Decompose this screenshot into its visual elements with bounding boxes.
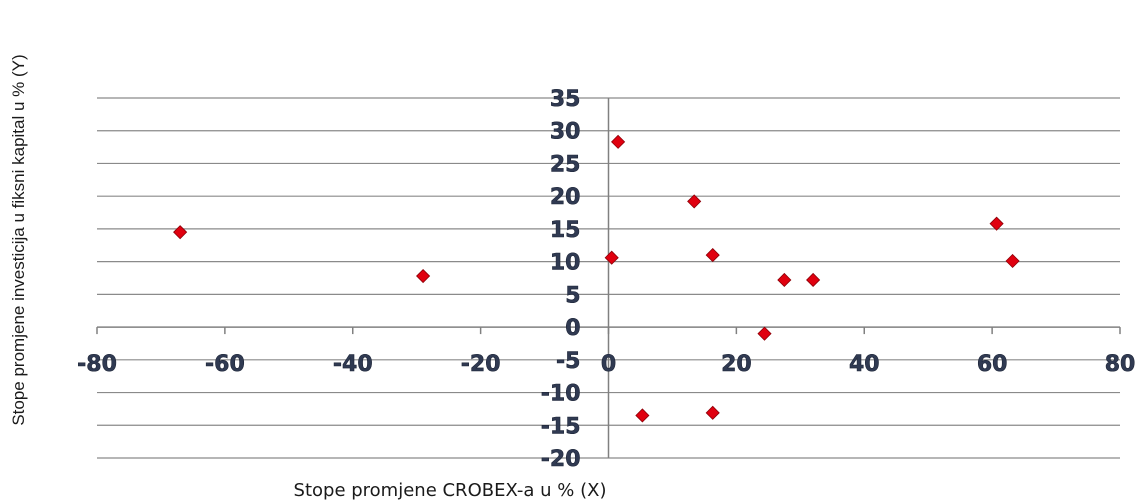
data-point [604,250,619,265]
x-tick-label: -40 [333,352,373,377]
y-tick-label: 15 [550,218,581,243]
x-tick-label: -80 [77,352,117,377]
data-point [989,216,1004,231]
y-tick-label: 0 [565,316,580,341]
data-point [806,272,821,288]
y-tick-label: 30 [550,120,581,145]
x-tick-label: 0 [601,352,616,377]
y-axis-label: Stope promjene investicija u fiksni kapi… [9,54,28,425]
y-tick-labels: -20 -15 -10 -5 0 5 10 15 20 25 30 35 [540,87,581,473]
y-tick-label: 10 [550,251,581,276]
data-point [705,248,720,263]
x-tick-label: 40 [849,352,880,377]
data-point [635,408,650,423]
x-tick-label: 80 [1105,352,1136,377]
y-tick-label: 5 [565,283,580,308]
data-point [1005,253,1020,269]
data-point [416,268,431,284]
x-tick-labels: -80 -60 -40 -20 0 20 40 60 80 [77,352,1136,378]
y-tick-label: 20 [550,185,581,210]
y-tick-label: -15 [541,414,581,439]
x-tick-label: -20 [461,352,501,377]
x-tick-label: 20 [721,352,752,377]
y-tick-label: -10 [541,382,581,407]
axes [96,98,1121,458]
data-point [777,272,792,288]
y-tick-label: 35 [550,87,581,112]
data-point [611,134,626,149]
data-point [173,225,188,240]
data-point [687,194,702,209]
y-tick-label: 25 [550,152,581,177]
y-tick-label: -5 [556,349,580,374]
data-point [757,326,772,341]
x-tick-label: 60 [977,352,1008,377]
y-tick-label: -20 [541,447,581,472]
data-points [173,134,1020,423]
x-tick-label: -60 [205,352,245,377]
data-point [705,405,720,420]
x-axis-label: Stope promjene CROBEX-a u % (X) [294,480,607,501]
